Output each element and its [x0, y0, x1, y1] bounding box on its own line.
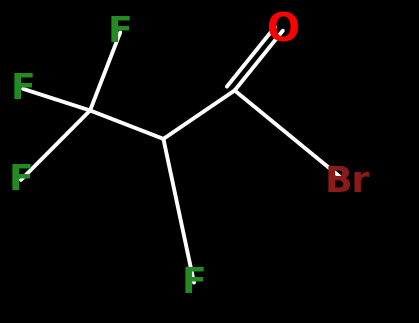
Text: F: F	[108, 15, 133, 49]
Text: F: F	[8, 163, 34, 197]
Text: Br: Br	[324, 165, 370, 200]
Text: O: O	[266, 12, 299, 50]
Text: F: F	[181, 266, 207, 300]
Text: F: F	[10, 72, 36, 106]
